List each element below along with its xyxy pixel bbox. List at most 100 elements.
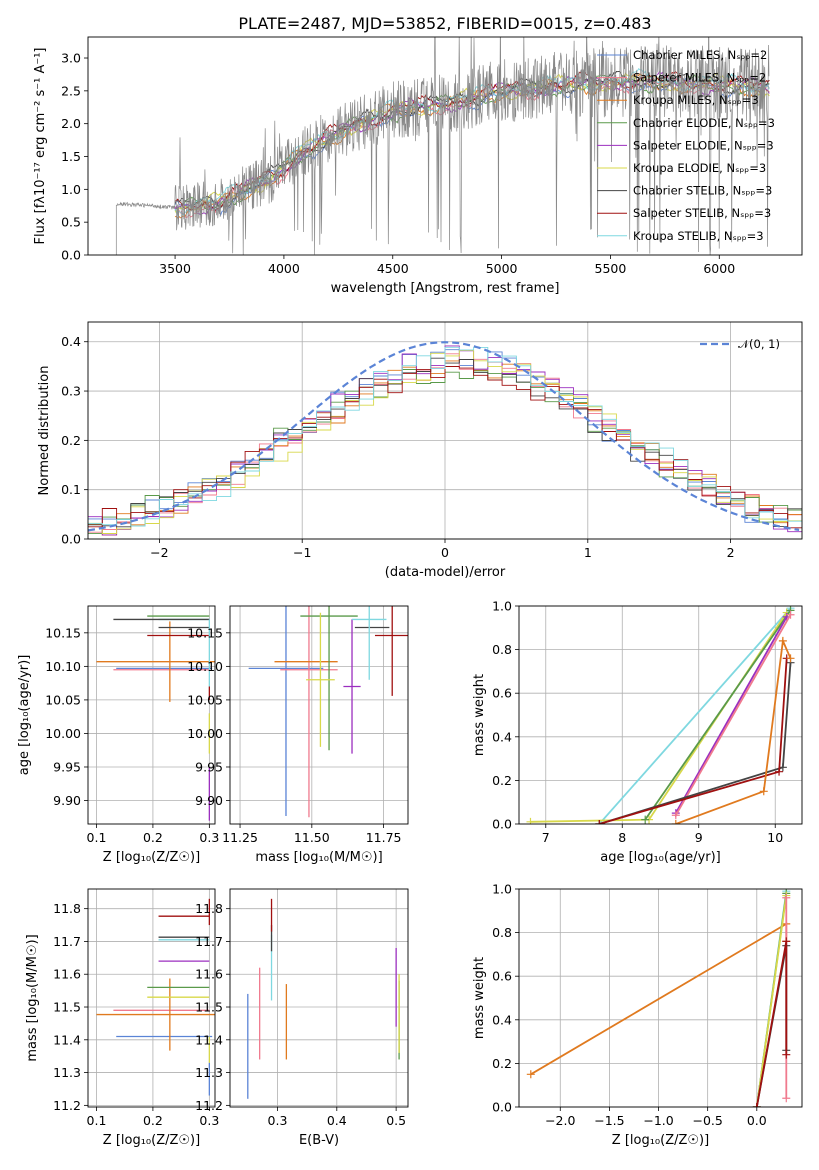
y-tick-label: 0.5 — [61, 215, 81, 230]
y-tick-label: 10.15 — [187, 625, 223, 640]
panel-age_vs_mass: 11.25 11.50 11.75 9.90 9.95 10.00 10.05 10.10 10… — [187, 605, 409, 865]
x-axis-label: Z [log₁₀(Z/Z☉)] — [103, 1133, 200, 1148]
y-tick-label: 10.05 — [187, 692, 223, 707]
axes-frame — [229, 605, 409, 825]
legend-entry: Chabrier ELODIE, Nₛₚₚ=3 — [633, 116, 775, 130]
weight-line — [675, 614, 792, 816]
panel-age_vs_Z: 0.1 0.2 0.3 9.90 9.95 10.00 10.05 10.10 10.15 Z [… — [17, 605, 219, 865]
chart-title: PLATE=2487, MJD=53852, FIBERID=0015, z=0… — [238, 14, 651, 33]
panel-weight_vs_Z: −2.0 −1.5 −1.0 −0.5 0.0 0.0 0.2 0.4 0.6 0.8 1.0 Z [… — [472, 882, 803, 1148]
y-axis-label: Normed distribution — [37, 366, 52, 496]
y-tick-label: 10.05 — [45, 692, 81, 707]
y-tick-label: 9.90 — [195, 793, 223, 808]
x-tick-label: 9 — [695, 830, 703, 845]
x-axis-label: age [log₁₀(age/yr)] — [600, 850, 721, 865]
y-tick-label: 11.8 — [195, 901, 223, 916]
y-tick-label: 0.2 — [492, 773, 512, 788]
weight-marker — [641, 815, 650, 824]
weight-line — [675, 637, 792, 824]
y-tick-label: 1.5 — [61, 149, 81, 164]
histogram-kroupa_stelib — [88, 346, 802, 527]
legend-entry: Chabrier MILES, Nₛₚₚ=2 — [633, 48, 767, 62]
x-tick-label: 2 — [727, 545, 735, 560]
x-tick-label: 0.3 — [199, 1113, 219, 1128]
y-tick-label: 11.6 — [53, 967, 81, 982]
y-tick-label: 0.0 — [492, 1100, 512, 1115]
y-tick-label: 0.2 — [492, 1056, 512, 1071]
x-tick-label: −1.5 — [594, 1113, 624, 1128]
weight-line — [644, 609, 792, 821]
axes-frame — [518, 888, 803, 1108]
weight-marker — [786, 610, 795, 619]
y-tick-label: 10.10 — [187, 659, 223, 674]
y-tick-label: 10.00 — [45, 726, 81, 741]
y-tick-label: 0.0 — [61, 248, 81, 263]
panel-residuals: −2 −1 0 1 2 0.0 0.1 0.2 0.3 0.4 (data-model)/error… — [37, 321, 803, 580]
errorbar-plot — [247, 898, 400, 1099]
y-axis-label: mass weight — [472, 957, 487, 1039]
y-tick-label: 0.8 — [492, 642, 512, 657]
panel-mass_vs_Z: 0.1 0.2 0.3 11.2 11.3 11.4 11.5 11.6 11.7 11.8 Z [… — [25, 888, 219, 1148]
legend-entry: Kroupa MILES, Nₛₚₚ=3 — [633, 93, 759, 107]
y-tick-label: 11.6 — [195, 967, 223, 982]
x-tick-label: 0.5 — [386, 1113, 406, 1128]
x-tick-label: 0.3 — [199, 830, 219, 845]
x-tick-label: 0.3 — [268, 1113, 288, 1128]
x-tick-label: −1.0 — [643, 1113, 673, 1128]
y-tick-label: 11.4 — [53, 1032, 81, 1047]
weight-marker — [595, 820, 604, 824]
y-tick-label: 0.2 — [61, 433, 81, 448]
x-tick-label: 8 — [618, 830, 626, 845]
x-axis-label: wavelength [Angstrom, rest frame] — [331, 281, 560, 296]
x-tick-label: −2.0 — [545, 1113, 575, 1128]
x-tick-label: 4500 — [377, 261, 409, 276]
errorbar-plot — [248, 606, 408, 818]
weight-marker — [759, 787, 768, 796]
y-tick-label: 11.8 — [53, 901, 81, 916]
y-tick-label: 0.1 — [61, 482, 81, 497]
weight-marker — [752, 1103, 761, 1107]
x-tick-label: 5000 — [486, 261, 518, 276]
weight-marker — [782, 1050, 791, 1059]
x-axis-label: mass [log₁₀(M/M☉)] — [255, 850, 382, 865]
x-tick-label: 0.2 — [143, 830, 163, 845]
y-tick-label: 10.00 — [187, 726, 223, 741]
x-tick-label: 11.50 — [294, 830, 330, 845]
x-axis-label: Z [log₁₀(Z/Z☉)] — [103, 850, 200, 865]
panel-mass_vs_EBV: 0.3 0.4 0.5 11.2 11.3 11.4 11.5 11.6 11.7 11.8 E(B… — [195, 888, 409, 1148]
x-tick-label: −0.5 — [692, 1113, 722, 1128]
y-tick-label: 11.4 — [195, 1032, 223, 1047]
y-tick-label: 11.5 — [195, 1000, 223, 1015]
x-tick-label: 6000 — [703, 261, 735, 276]
hist-plot — [88, 341, 802, 536]
y-tick-label: 11.7 — [53, 934, 81, 949]
weight-line — [599, 658, 788, 824]
y-tick-label: 0.4 — [492, 729, 512, 744]
weight-line — [755, 895, 788, 1107]
x-tick-label: 1 — [584, 545, 592, 560]
legend-entry: Kroupa ELODIE, Nₛₚₚ=3 — [633, 161, 766, 175]
y-tick-label: 0.4 — [61, 334, 81, 349]
legend-entry: Salpeter MILES, Nₛₚₚ=2 — [633, 71, 766, 85]
y-tick-label: 11.3 — [53, 1065, 81, 1080]
y-axis-label: mass weight — [472, 674, 487, 756]
axes-frame — [87, 321, 803, 540]
axes-frame — [518, 605, 803, 825]
weight-marker — [775, 767, 784, 776]
weight-marker — [782, 937, 791, 946]
x-tick-label: 0.0 — [747, 1113, 767, 1128]
weight-line — [675, 616, 788, 814]
legend-entry: Salpeter STELIB, Nₛₚₚ=3 — [633, 206, 771, 220]
x-tick-label: 11.25 — [222, 830, 258, 845]
weight-marker — [671, 820, 680, 824]
legend-entry: 𝒩(0, 1) — [738, 337, 780, 351]
y-tick-label: 0.6 — [492, 686, 512, 701]
x-tick-label: 10 — [767, 830, 783, 845]
weight-marker — [782, 893, 791, 902]
y-tick-label: 0.3 — [61, 384, 81, 399]
y-tick-label: 2.5 — [61, 83, 81, 98]
legend-entry: Chabrier STELIB, Nₛₚₚ=3 — [633, 184, 772, 198]
y-tick-label: 11.2 — [53, 1098, 81, 1113]
x-tick-label: 3500 — [159, 261, 191, 276]
weight-line — [599, 662, 792, 824]
